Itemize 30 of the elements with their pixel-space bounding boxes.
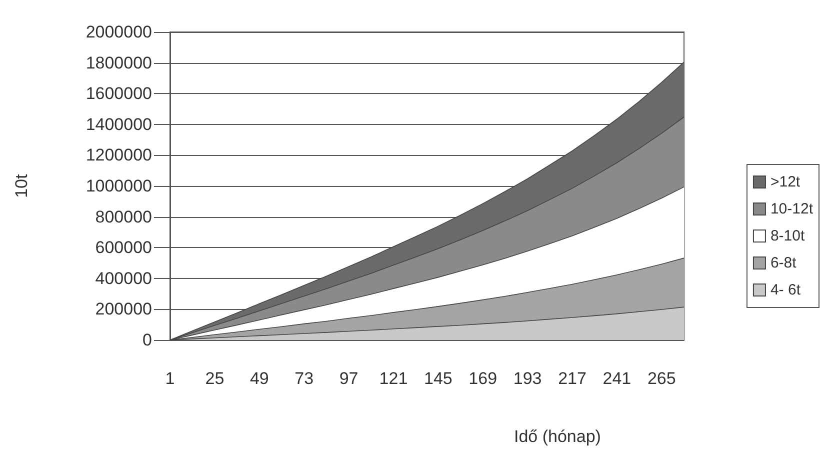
legend-label: 10-12t [770,200,814,218]
y-tick-label: 1000000 [86,176,152,196]
legend-label: >12t [770,174,801,190]
y-tick-label: 600000 [95,238,152,258]
y-axis-title: 10t [12,174,31,198]
x-tick-label: 1 [165,369,175,388]
y-tick-label: 1800000 [86,53,152,72]
y-tick-label: 1400000 [86,114,152,134]
y-tick-label: 0 [142,330,152,350]
x-tick-label: 49 [250,369,269,388]
y-tick-label: 1200000 [86,146,152,165]
x-axis-title: Idő (hónap) [514,427,601,446]
x-tick-label: 25 [205,369,224,388]
x-tick-label: 241 [602,369,632,388]
legend-label: 6-8t [770,254,798,272]
legend-label: 4- 6t [770,282,802,298]
x-tick-label: 265 [647,369,676,388]
y-tick-label: 800000 [95,207,152,226]
legend-label: 8-10t [770,228,806,244]
y-tick-label: 400000 [95,268,152,288]
x-tick-label: 193 [513,369,542,388]
x-tick-label: 97 [339,369,358,388]
y-tick-label: 2000000 [86,22,152,42]
x-tick-label: 217 [558,369,586,388]
x-tick-label: 73 [294,369,314,388]
y-tick-label: 1600000 [86,84,152,104]
x-tick-label: 121 [379,369,408,388]
x-tick-label: 169 [468,369,498,388]
y-tick-label: 200000 [95,300,152,319]
x-tick-label: 145 [424,369,452,388]
